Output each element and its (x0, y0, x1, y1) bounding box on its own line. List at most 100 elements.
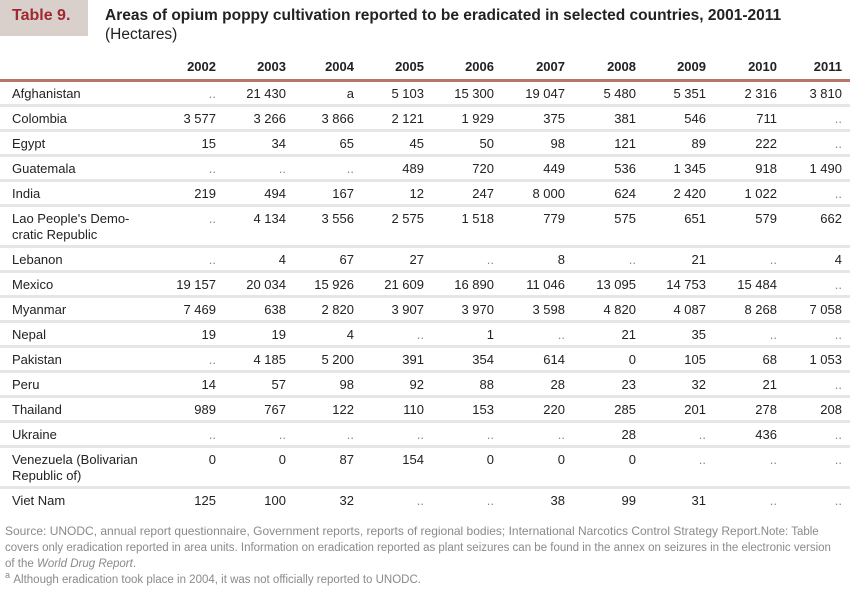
value-cell: 23 (565, 370, 636, 397)
row-pad (842, 370, 850, 397)
table-row: Lao People's Demo-cratic Republic.. 4 134… (0, 204, 850, 247)
country-cell: Mexico (0, 270, 150, 297)
value-cell: 494 (216, 179, 286, 206)
value-cell: 31 (636, 486, 706, 511)
value-cell: 19 (150, 320, 216, 347)
value-cell: 779 (494, 204, 565, 247)
table-row: Nepal 19 19 4.. 1.. 21 35.... (0, 320, 850, 347)
value-cell: 489 (354, 154, 424, 181)
value-cell: 34 (216, 129, 286, 156)
value-cell: 3 266 (216, 104, 286, 131)
value-cell: 98 (286, 370, 354, 397)
value-cell: 50 (424, 129, 494, 156)
header-year: 2007 (494, 54, 565, 82)
value-cell: 38 (494, 486, 565, 511)
value-cell: 19 047 (525, 86, 565, 101)
value-cell: .. (150, 420, 216, 447)
value-cell: 13 095 (565, 270, 636, 297)
value-cell: 0 (424, 445, 494, 488)
value-cell: 28 (494, 370, 565, 397)
value-cell: 449 (494, 154, 565, 181)
value-cell: .. (354, 420, 424, 447)
note-text: Note: Table covers only eradication repo… (5, 526, 831, 570)
value-cell: 391 (354, 345, 424, 372)
header-year: 2002 (150, 54, 216, 82)
value-cell: 0 (565, 445, 636, 488)
note-italic: World Drug Report (36, 558, 133, 570)
value-cell: 3 907 (354, 295, 424, 322)
value-cell: 100 (216, 486, 286, 511)
value-cell: 67 (286, 245, 354, 272)
value-cell: 208 (777, 395, 842, 422)
value-cell: .. (216, 154, 286, 181)
value-cell: .. (777, 320, 842, 347)
value-cell: 1 929 (424, 104, 494, 131)
value-cell: 4 134 (216, 204, 286, 247)
value-cell: 436 (706, 420, 777, 447)
value-cell: .. (777, 420, 842, 447)
row-pad (842, 154, 850, 181)
row-pad (842, 320, 850, 347)
value-cell: .. (424, 420, 494, 447)
value-cell: .. (208, 86, 216, 101)
row-pad (842, 179, 850, 206)
table-row: Guatemala...... 489 720 449 536 1 345 918 1 490 (0, 154, 850, 181)
row-pad (842, 420, 850, 447)
value-cell: .. (494, 420, 565, 447)
value-cell: 536 (565, 154, 636, 181)
value-cell: 0 (150, 445, 216, 488)
country-cell: Myanmar (0, 295, 150, 322)
value-cell: .. (636, 445, 706, 488)
value-cell: .. (150, 204, 216, 247)
value-cell: 99 (565, 486, 636, 511)
title-unit: (Hectares) (105, 26, 178, 43)
value-cell: 65 (286, 129, 354, 156)
value-cell: 28 (565, 420, 636, 447)
title-text: Areas of opium poppy cultivation reporte… (105, 7, 782, 24)
value-cell: .. (424, 245, 494, 272)
country-cell: Pakistan (0, 345, 150, 372)
value-cell: .. (777, 270, 842, 297)
value-cell: .. (777, 179, 842, 206)
value-cell: 579 (706, 204, 777, 247)
value-cell: 57 (216, 370, 286, 397)
value-cell: 4 (286, 320, 354, 347)
value-cell: 21 (706, 370, 777, 397)
value-cell: 4 (216, 245, 286, 272)
source-text: Source: UNODC, annual report questionnai… (5, 524, 761, 538)
value-cell: 767 (216, 395, 286, 422)
table-number: Table 9. (12, 7, 71, 24)
value-cell: .. (354, 320, 424, 347)
value-cell: .. (150, 245, 216, 272)
value-cell: 2 316 (744, 86, 777, 101)
value-cell: 375 (494, 104, 565, 131)
country-cell: Lao People's Demo-cratic Republic (0, 204, 150, 247)
value-cell: 2 121 (354, 104, 424, 131)
table-row: India 219 494 167 12 247 8 000 624 2 420 1 022.. (0, 179, 850, 206)
row-pad (842, 395, 850, 422)
row-pad (842, 270, 850, 297)
value-cell: 1 053 (777, 345, 842, 372)
value-cell: 1 022 (706, 179, 777, 206)
value-cell: 7 058 (777, 295, 842, 322)
value-cell: 4 087 (636, 295, 706, 322)
value-cell: 0 (494, 445, 565, 488)
header-year: 2005 (354, 54, 424, 82)
value-cell: .. (150, 345, 216, 372)
value-cell: 5 480 (603, 86, 636, 101)
row-pad (842, 204, 850, 247)
table-footer: Source: UNODC, annual report questionnai… (5, 524, 840, 588)
value-cell: 110 (354, 395, 424, 422)
value-cell: 4 820 (565, 295, 636, 322)
value-cell: 121 (565, 129, 636, 156)
value-cell: .. (565, 245, 636, 272)
table-row: Peru 14 57 98 92 88 28 23 32 21.. (0, 370, 850, 397)
value-cell: 8 268 (706, 295, 777, 322)
value-cell: 19 (216, 320, 286, 347)
value-cell: .. (777, 445, 842, 488)
header-year: 2011 (777, 54, 842, 82)
country-cell: Lebanon (0, 245, 150, 272)
country-cell: Afghanistan (12, 86, 81, 101)
value-cell: 153 (424, 395, 494, 422)
value-cell: 35 (636, 320, 706, 347)
